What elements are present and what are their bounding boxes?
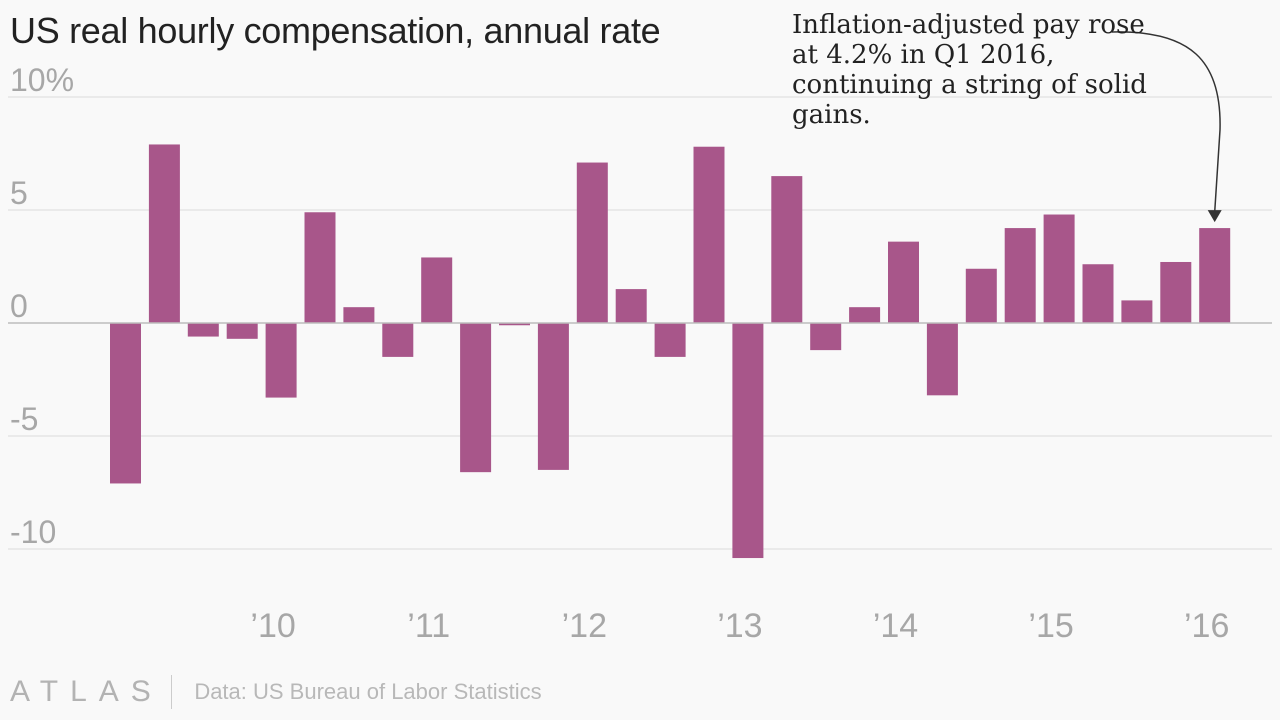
bar	[537, 323, 569, 470]
x-tick-label: ’14	[873, 607, 918, 645]
bar	[576, 162, 608, 323]
chart-title: US real hourly compensation, annual rate	[10, 10, 661, 51]
bar	[1121, 300, 1153, 323]
bar	[265, 323, 297, 398]
bar	[771, 176, 803, 323]
bar	[499, 323, 530, 326]
bar	[732, 323, 764, 559]
bar	[421, 257, 453, 323]
y-tick-label: 5	[10, 175, 28, 211]
footer: ATLAS Data: US Bureau of Labor Statistic…	[10, 674, 542, 710]
annotation-arrow	[1111, 31, 1222, 223]
bar	[460, 323, 492, 473]
bar	[693, 146, 725, 323]
bar	[1082, 264, 1114, 323]
bar	[810, 323, 842, 351]
bar	[849, 307, 881, 323]
bar	[1004, 228, 1036, 323]
bars	[110, 144, 1231, 559]
gridlines	[8, 96, 1272, 550]
bar	[304, 212, 336, 323]
chart-annotation: Inflation-adjusted pay rose at 4.2% in Q…	[792, 10, 1147, 130]
bar	[148, 144, 180, 323]
footer-divider	[170, 675, 173, 709]
x-tick-label: ’10	[250, 607, 295, 645]
bar	[1160, 261, 1192, 323]
source-note: Data: US Bureau of Labor Statistics	[194, 679, 542, 704]
bar	[926, 323, 958, 396]
bar	[187, 323, 219, 337]
x-tick-label: ’12	[562, 607, 607, 645]
bar	[888, 241, 919, 323]
bar	[1043, 214, 1075, 323]
y-tick-label: -5	[10, 401, 38, 437]
x-tick-label: ’11	[407, 607, 450, 645]
y-tick-label: -10	[10, 514, 56, 550]
bar	[1199, 228, 1231, 323]
x-tick-label: ’16	[1184, 607, 1229, 645]
y-tick-label: 0	[10, 288, 28, 324]
bar	[343, 307, 375, 323]
atlas-logo: ATLAS	[10, 675, 163, 708]
bar	[965, 268, 997, 323]
arrow-head	[1207, 210, 1222, 223]
x-tick-label: ’13	[717, 607, 762, 645]
bar	[615, 289, 647, 323]
y-tick-label: 10%	[10, 62, 74, 98]
x-tick-label: ’15	[1028, 607, 1073, 645]
arrow-line	[1111, 31, 1221, 213]
bar	[110, 323, 141, 484]
bar	[226, 323, 258, 339]
x-axis-ticks: ’10 ’11 ’12 ’13 ’14 ’15 ’16	[250, 607, 1229, 645]
bar	[654, 323, 686, 357]
y-axis-ticks: 10% 5 0 -5 -10	[10, 62, 74, 550]
bar	[382, 323, 414, 357]
